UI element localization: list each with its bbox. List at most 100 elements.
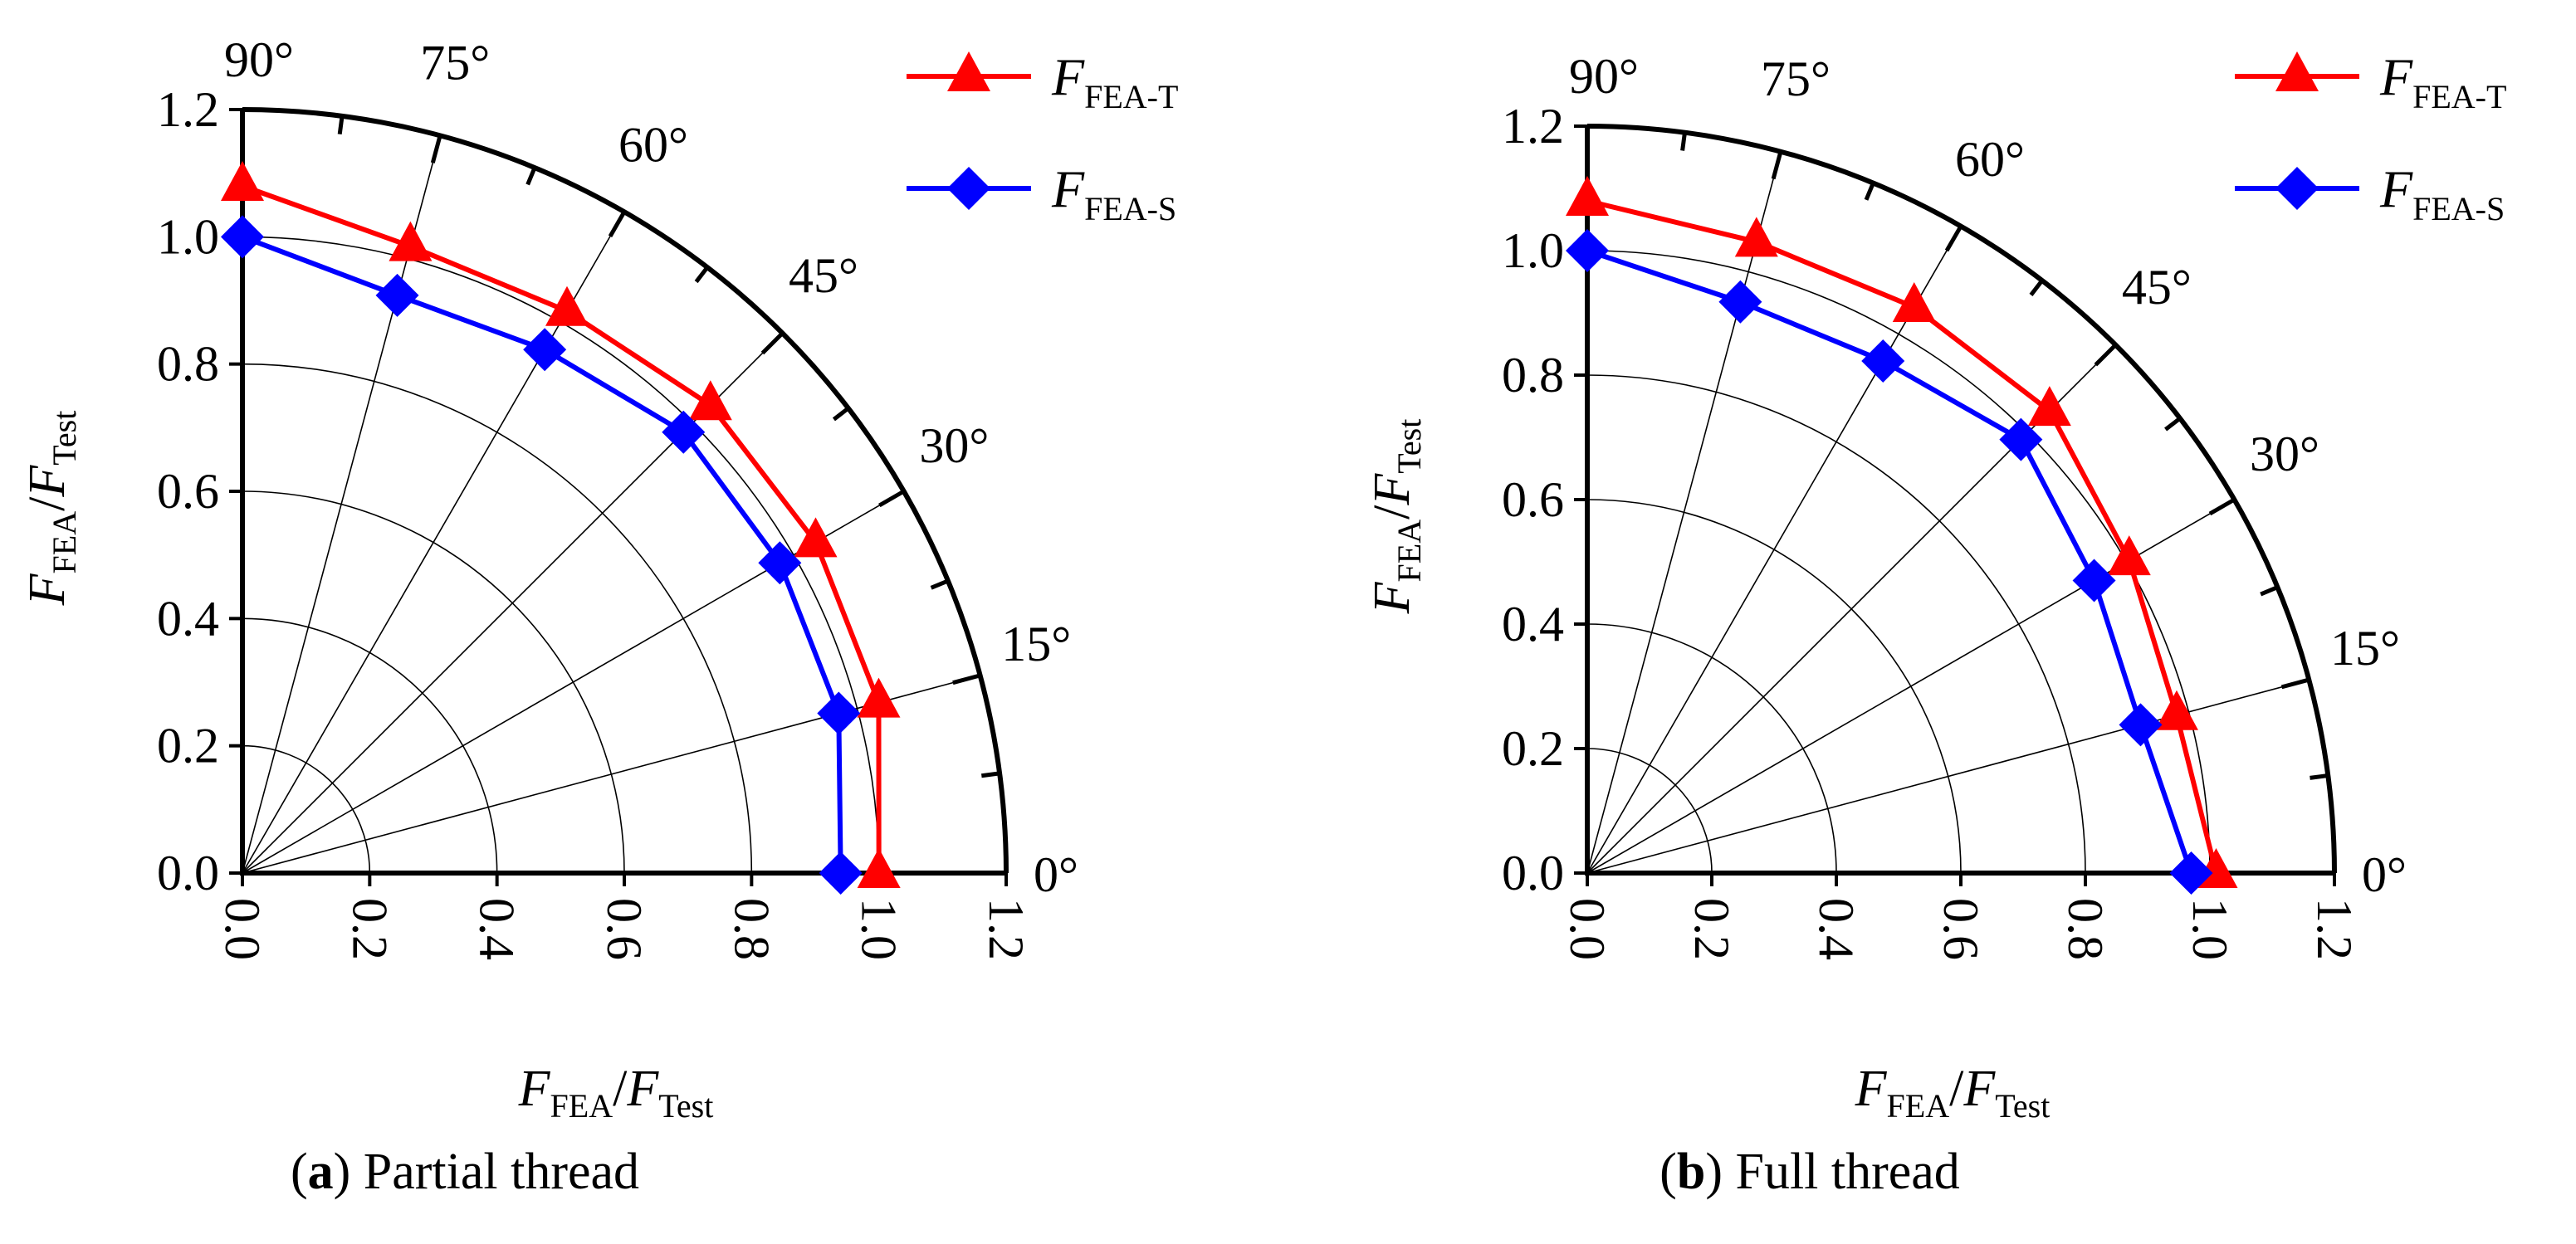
x-tick-label: 0.2: [1684, 898, 1739, 960]
y-axis-label: FFEA/FTest: [19, 411, 83, 607]
y-tick-label: 0.2: [157, 719, 219, 773]
angle-label-15: 15°: [1001, 617, 1071, 671]
arc-tick: [2164, 417, 2182, 432]
arc-tick: [832, 406, 850, 422]
marker-diamond-15: [2119, 703, 2163, 747]
marker-diamond-0: [819, 851, 863, 895]
x-tick-label: 1.2: [979, 898, 1034, 960]
angle-label-60: 60°: [1955, 132, 2025, 187]
arc-tick: [1680, 132, 1687, 151]
angle-label-0: 0°: [2362, 847, 2407, 902]
marker-diamond-60: [523, 328, 567, 372]
axis-label-slash: /: [1364, 505, 1420, 520]
x-tick-label: 0.0: [215, 898, 270, 960]
angle-label-30: 30°: [919, 418, 989, 473]
y-axis-label: FFEA/FTest: [1364, 419, 1428, 615]
axis-label-sub2: Test: [1995, 1087, 2050, 1124]
x-tick-label: 0.6: [1933, 898, 1988, 960]
marker-diamond-0: [2169, 851, 2213, 895]
marker-triangle-90: [1566, 176, 1609, 216]
legend-label-main: F: [2379, 47, 2413, 106]
angle-label-0: 0°: [1034, 847, 1078, 902]
x-tick-label: 0.0: [1560, 898, 1615, 960]
x-tick-label: 0.8: [724, 898, 779, 960]
y-tick-label: 0.8: [157, 337, 219, 392]
angle-label-45: 45°: [789, 248, 858, 303]
marker-diamond-75: [1718, 280, 1762, 324]
marker-triangle-90: [221, 161, 264, 201]
arc-tick: [760, 331, 785, 355]
y-tick-label: 0.0: [157, 846, 219, 900]
legend-label-main: F: [1051, 159, 1085, 218]
y-tick-label: 0.6: [157, 464, 219, 519]
caption-paren-close: ): [1705, 1144, 1735, 1200]
arc-tick: [694, 266, 710, 284]
angle-label-90: 90°: [1569, 49, 1639, 104]
grid-spoke: [242, 675, 980, 874]
arc-tick: [2310, 773, 2329, 780]
marker-triangle-30: [2107, 535, 2151, 576]
angle-label-60: 60°: [618, 118, 688, 173]
marker-diamond-30: [758, 541, 802, 585]
legend-label-sub: FEA-T: [2412, 78, 2506, 115]
marker-diamond-60: [1861, 339, 1905, 383]
marker-triangle-75: [1734, 217, 1778, 257]
axis-label-f2: F: [19, 465, 76, 498]
x-tick-label: 0.6: [597, 898, 652, 960]
marker-triangle-45: [688, 380, 732, 421]
axis-label-sub2: Test: [658, 1087, 713, 1124]
axis-label-f2: F: [1963, 1061, 1996, 1117]
grid-spoke: [1586, 226, 1962, 874]
x-axis-label: FFEA/FTest: [1855, 1061, 2051, 1124]
marker-diamond-90: [1566, 229, 1609, 272]
y-tick-label: 0.4: [157, 591, 219, 646]
arc-tick: [878, 489, 905, 508]
marker-triangle-0: [857, 848, 901, 888]
legend-label-sub: FEA-S: [1084, 190, 1176, 227]
legend-label-main: F: [1051, 47, 1085, 106]
y-tick-label: 0.8: [1502, 348, 1564, 402]
axis-label-f1: F: [1364, 581, 1420, 614]
axis-label-f1: F: [19, 573, 76, 606]
marker-diamond-75: [375, 273, 419, 317]
y-tick-label: 1.2: [157, 82, 219, 137]
chart-panel-a: 0.0 0.2 0.4 0.6 0.8 1.0 1.2 0.0 0.2 0.4 0.6 0.8 1.0 1…: [19, 32, 1178, 1200]
legend-marker-diamond: [2275, 167, 2319, 210]
legend-marker-diamond: [947, 167, 990, 210]
y-tick-label: 0.6: [1502, 472, 1564, 527]
axis-label-sub1: FEA: [550, 1087, 613, 1124]
axis-label-slash: /: [1949, 1061, 1964, 1117]
marker-diamond-45: [662, 410, 706, 454]
grid-spoke: [242, 490, 905, 874]
x-tick-label: 0.4: [1809, 898, 1864, 960]
arc-tick: [1771, 151, 1783, 180]
legend-marker-triangle: [947, 51, 990, 91]
marker-diamond-30: [2072, 559, 2116, 602]
legend-label-F_FEA-S: FFEA-S: [1051, 159, 1176, 227]
angle-label-90: 90°: [224, 32, 294, 87]
grid-spoke: [1586, 679, 2310, 874]
legend-label-sub: FEA-S: [2412, 190, 2505, 227]
arc-tick: [525, 167, 537, 186]
panel-caption: (b) Full thread: [1659, 1144, 1960, 1200]
legend-label-sub: FEA-T: [1084, 78, 1178, 115]
axis-label-f1: F: [1855, 1061, 1888, 1117]
marker-triangle-75: [389, 221, 433, 261]
arc-tick: [2094, 343, 2118, 367]
marker-triangle-15: [857, 677, 901, 718]
angle-label-75: 75°: [1761, 51, 1831, 106]
arc-tick: [930, 578, 949, 590]
marker-triangle-15: [2154, 690, 2198, 730]
axis-label-sub2: Test: [1391, 419, 1428, 474]
legend-label-F_FEA-T: FFEA-T: [2379, 47, 2506, 115]
marker-diamond-45: [1999, 417, 2043, 461]
y-tick-label: 0.0: [1502, 846, 1564, 900]
marker-diamond-90: [221, 215, 264, 259]
legend-label-main: F: [2379, 159, 2413, 218]
arc-tick: [430, 134, 442, 163]
y-tick-label: 1.2: [1502, 99, 1564, 154]
series-line-F_FEA-T: [241, 183, 882, 874]
caption-panel-label: a: [308, 1144, 334, 1200]
chart-panel-b: 0.0 0.2 0.4 0.6 0.8 1.0 1.2 0.0 0.2 0.4 0.6 0.8 1.0 1…: [1364, 47, 2506, 1200]
